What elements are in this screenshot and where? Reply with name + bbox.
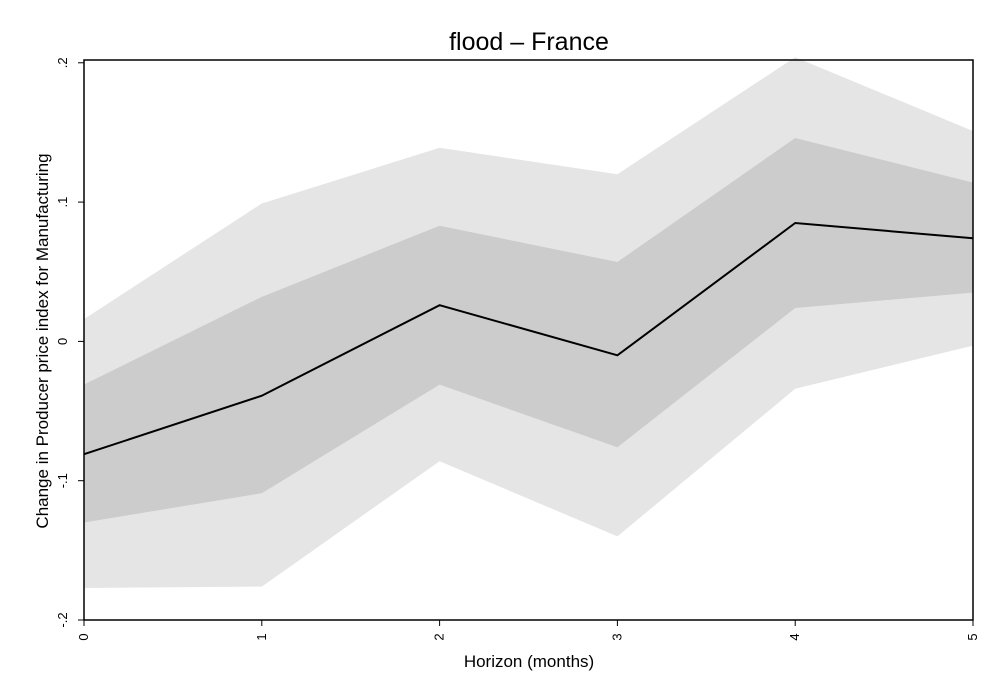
x-tick-label: 0 <box>76 633 91 640</box>
chart-title: flood – France <box>449 28 609 56</box>
y-tick-label: -.2 <box>55 612 70 627</box>
plot-frame <box>83 59 974 621</box>
x-axis: 0 1 2 3 4 5 <box>76 620 980 641</box>
estimate-lines <box>83 221 974 456</box>
estimate-line <box>83 221 974 456</box>
confidence-bands <box>84 57 973 588</box>
y-tick-label: .1 <box>55 197 70 208</box>
y-tick-label: .2 <box>55 57 70 68</box>
y-tick-label: -.1 <box>55 473 70 488</box>
y-tick-label: 0 <box>55 338 70 345</box>
x-tick-label: 3 <box>609 633 624 640</box>
x-tick-label: 4 <box>787 633 802 640</box>
x-tick-label: 2 <box>432 633 447 640</box>
x-tick-label: 1 <box>254 633 269 640</box>
y-axis-label: Change in Producer price index for Manuf… <box>33 153 52 528</box>
x-axis-label: Horizon (months) <box>464 652 594 671</box>
y-axis: -.2 -.1 0 .1 .2 <box>55 57 84 628</box>
x-tick-label: 5 <box>965 633 980 640</box>
